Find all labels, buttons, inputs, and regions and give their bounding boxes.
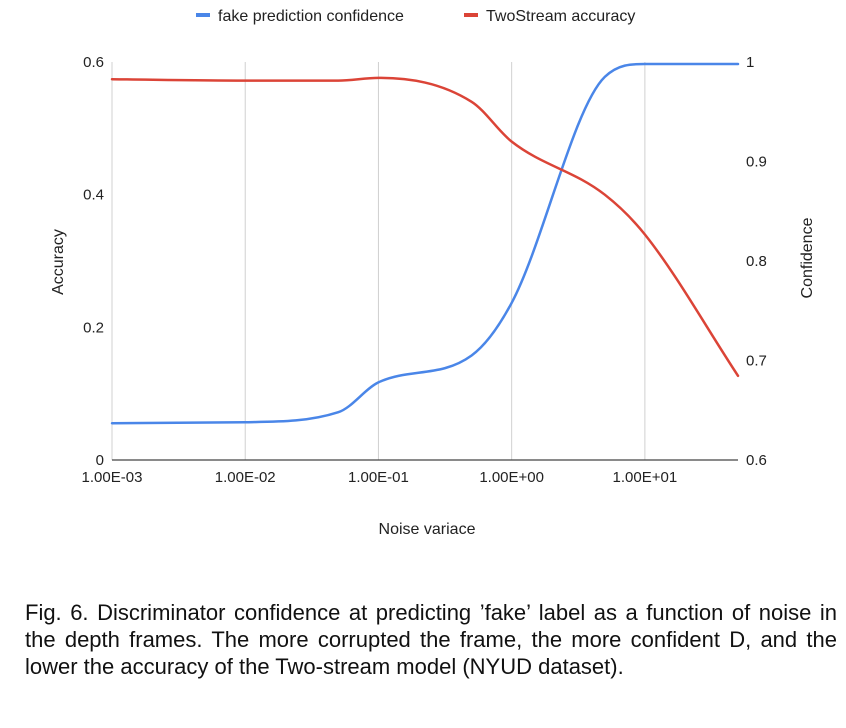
x-axis-title: Noise variace [379, 521, 476, 538]
y-axis-right-title: Confidence [799, 217, 816, 298]
y-left-tick-label: 0 [96, 452, 104, 469]
legend-swatch-0 [196, 13, 210, 17]
series-line-0 [110, 62, 740, 425]
y-left-tick-label: 0.6 [83, 54, 104, 71]
legend: fake prediction confidence TwoStream accu… [196, 8, 635, 25]
y-right-tick-label: 0.9 [746, 154, 767, 171]
y-right-tick-label: 0.8 [746, 253, 767, 270]
legend-label-1: TwoStream accuracy [486, 8, 635, 25]
x-tick-label: 1.00E+00 [479, 469, 544, 486]
y-right-tick-label: 1 [746, 54, 754, 71]
y-axis-left-title: Accuracy [50, 229, 67, 295]
x-tick-label: 1.00E+01 [613, 469, 678, 486]
chart: 1.00E-03 1.00E-02 1.00E-01 1.00E+00 1.00E+01… [50, 8, 816, 538]
y-right-tick-label: 0.6 [746, 452, 767, 469]
legend-label-0: fake prediction confidence [218, 8, 404, 25]
y-left-tick-label: 0.2 [83, 319, 104, 336]
gridlines [111, 62, 738, 461]
series-lines [110, 62, 740, 425]
tick-labels: 1.00E-03 1.00E-02 1.00E-01 1.00E+00 1.00E+01… [82, 54, 767, 486]
legend-swatch-1 [464, 13, 478, 17]
x-tick-label: 1.00E-03 [82, 469, 143, 486]
y-right-tick-label: 0.7 [746, 353, 767, 370]
y-left-tick-label: 0.4 [83, 187, 104, 204]
x-tick-label: 1.00E-01 [348, 469, 409, 486]
x-tick-label: 1.00E-02 [215, 469, 276, 486]
figure-caption: Fig. 6. Discriminator confidence at pred… [25, 600, 837, 679]
series-line-1 [110, 76, 740, 378]
